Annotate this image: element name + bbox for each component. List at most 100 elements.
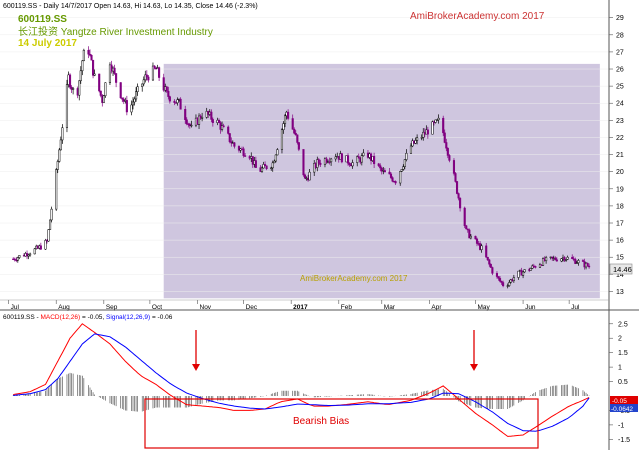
candle-body xyxy=(328,161,331,163)
candle-body xyxy=(575,262,578,264)
candle-body xyxy=(184,109,187,121)
candle-body xyxy=(446,147,449,156)
price-tick-label: 28 xyxy=(616,32,624,39)
candle-body xyxy=(271,162,274,169)
candle-body xyxy=(330,158,333,163)
macd-tick-label: 0.5 xyxy=(618,379,628,386)
date-tick-label: Oct xyxy=(152,304,162,311)
candle-body xyxy=(99,90,102,96)
price-tick-label: 21 xyxy=(616,152,624,159)
bearish-bias-box xyxy=(144,398,539,449)
candle-body xyxy=(588,265,591,268)
date-tick-label: Jul xyxy=(571,304,580,311)
candle-body xyxy=(302,149,305,176)
candle-body xyxy=(165,86,168,92)
candle-body xyxy=(495,273,499,277)
candle-body xyxy=(394,181,397,184)
candle-body xyxy=(47,229,50,242)
macd-tick-label: 1.5 xyxy=(618,350,628,357)
candle-body xyxy=(221,125,224,130)
signal-line xyxy=(13,333,590,432)
candle-body xyxy=(380,167,383,172)
candle-body xyxy=(81,60,84,72)
candle-body xyxy=(551,256,554,259)
candle-body xyxy=(534,266,537,268)
candle-body xyxy=(210,111,213,120)
candle-body xyxy=(153,65,156,69)
candle-body xyxy=(254,160,257,168)
candle-body xyxy=(566,256,569,260)
candle-body xyxy=(400,169,403,172)
candle-body xyxy=(373,156,376,165)
price-tick-label: 24 xyxy=(616,101,624,108)
price-tick-label: 25 xyxy=(616,84,624,91)
candle-body xyxy=(55,169,58,210)
macd-header: 600119.SS - MACD(12,26) = -0.05, Signal(… xyxy=(3,314,173,321)
candle-body xyxy=(403,159,406,167)
candle-body xyxy=(88,53,92,56)
candle-body xyxy=(201,117,204,119)
candle-body xyxy=(389,173,393,178)
candle-body xyxy=(506,285,509,287)
date-label: 14 July 2017 xyxy=(18,38,77,49)
candle-body xyxy=(351,162,354,167)
candle-body xyxy=(197,115,201,125)
price-axis: 29 28 27 26 25 24 23 22 21 20 19 18 17 16 15 14 13 xyxy=(609,15,624,296)
date-tick-label: Jun xyxy=(525,304,536,311)
candle-body xyxy=(383,170,386,173)
bearish-bias-label: Bearish Bias xyxy=(293,416,349,427)
candle-body xyxy=(133,98,136,103)
candle-body xyxy=(399,171,402,184)
candle-body xyxy=(151,65,155,81)
candle-body xyxy=(92,59,95,76)
candle-body xyxy=(104,82,107,97)
candle-body xyxy=(294,132,297,136)
candle-body xyxy=(409,145,413,154)
price-tick-label: 27 xyxy=(616,49,624,56)
candle-body xyxy=(49,219,52,230)
last-signal-value: -0.0642 xyxy=(611,406,633,413)
candle-body xyxy=(280,129,284,150)
candle-body xyxy=(29,253,32,256)
candle-body xyxy=(68,74,72,88)
candle-body xyxy=(362,152,365,156)
candle-body xyxy=(230,141,233,144)
candle-body xyxy=(119,82,122,99)
macd-header-signal-value: = -0.06 xyxy=(150,314,173,321)
candle-body xyxy=(79,70,82,82)
candle-body xyxy=(90,54,93,61)
candle-body xyxy=(497,276,500,279)
date-tick-label: Mar xyxy=(384,304,396,311)
candle-body xyxy=(113,67,116,74)
candle-body xyxy=(273,160,276,164)
candle-body xyxy=(402,166,405,170)
candle-body xyxy=(316,159,319,168)
candle-body xyxy=(270,167,273,170)
candle-body xyxy=(426,129,429,135)
watermark-mid: AmiBrokerAcademy.com 2017 xyxy=(300,274,408,283)
candle-body xyxy=(377,163,380,166)
candle-body xyxy=(469,235,472,239)
candle-body xyxy=(282,123,285,130)
candle-body xyxy=(13,258,16,261)
candle-body xyxy=(98,73,101,92)
candle-body xyxy=(59,139,62,151)
symbol-label: 600119.SS xyxy=(18,14,67,25)
candle-body xyxy=(360,155,363,163)
candle-body xyxy=(162,77,165,91)
candle-body xyxy=(188,123,191,127)
macd-tick-label: 2.5 xyxy=(618,321,628,328)
candle-body xyxy=(422,131,425,138)
candle-body xyxy=(185,119,188,125)
candle-body xyxy=(560,258,563,262)
candle-body xyxy=(39,245,42,250)
candle-body xyxy=(500,280,503,283)
candle-body xyxy=(87,49,90,55)
candle-body xyxy=(346,155,350,164)
arrow-left-icon xyxy=(192,330,200,371)
candle-body xyxy=(455,181,459,194)
candle-body xyxy=(244,155,247,157)
candle-body xyxy=(452,160,456,174)
candle-body xyxy=(265,165,268,170)
